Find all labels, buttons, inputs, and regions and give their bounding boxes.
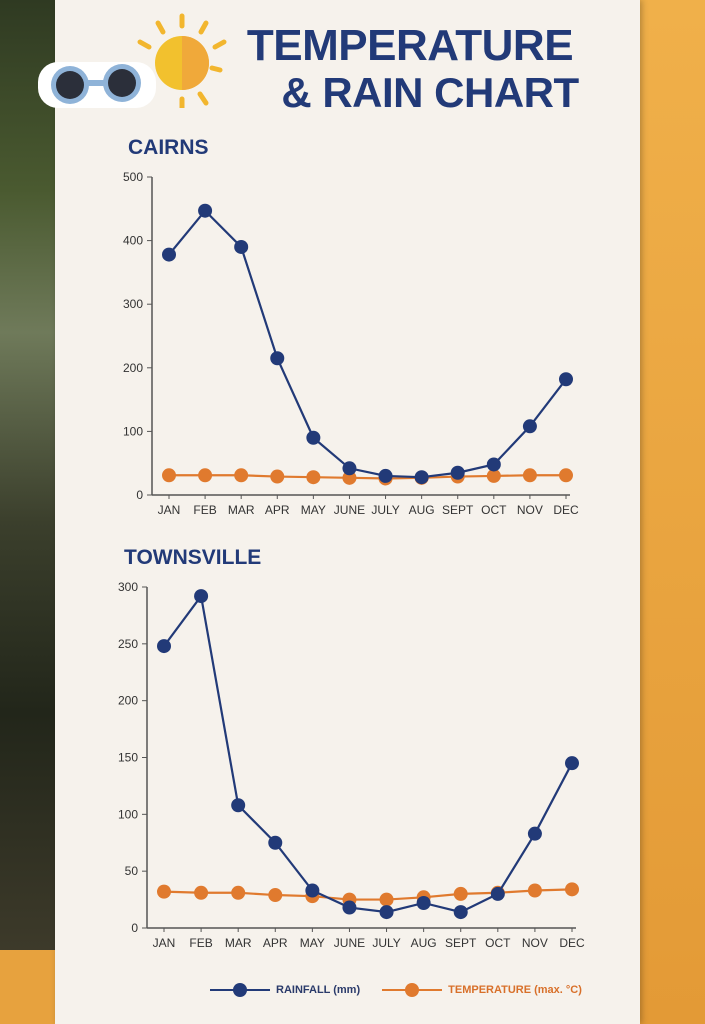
- temperature-legend-marker: [382, 983, 443, 997]
- townsville-rainfall-point: [527, 826, 542, 841]
- cairns-y-tick-label: 300: [123, 297, 143, 311]
- townsville-rainfall-point: [490, 886, 505, 901]
- cairns-chart-title: CAIRNS: [128, 136, 209, 159]
- townsville-x-tick-label: APR: [263, 936, 288, 950]
- townsville-rainfall-line: [163, 593, 573, 914]
- cairns-rainfall-point: [559, 372, 573, 387]
- cairns-x-tick-label: MAY: [301, 503, 326, 517]
- townsville-y-tick-label: 300: [118, 580, 138, 594]
- cairns-temperature-line: [169, 474, 566, 480]
- cairns-rainfall-point: [270, 351, 285, 366]
- townsville-x-tick-label: OCT: [485, 936, 511, 950]
- townsville-temperature-point: [565, 882, 579, 897]
- heading-line-2: & RAIN CHART: [281, 69, 579, 116]
- chart-heading: TEMPERATURE & RAIN CHART: [240, 22, 580, 116]
- cairns-temperature-point: [198, 468, 213, 483]
- cairns-y-tick-label: 100: [123, 424, 143, 438]
- townsville-temperature-line: [163, 888, 573, 901]
- townsville-rainfall-point: [305, 883, 320, 898]
- cairns-y-tick-label: 0: [136, 488, 143, 502]
- cairns-x-tick-label: DEC: [553, 503, 579, 517]
- townsville-x-tick-label: SEPT: [445, 936, 477, 950]
- cairns-x-tick-label: OCT: [481, 503, 507, 517]
- townsville-x-tick-label: JULY: [372, 936, 400, 950]
- cairns-temperature-point: [306, 470, 321, 485]
- townsville-rainfall-point: [268, 835, 283, 850]
- townsville-temperature-point: [379, 892, 394, 907]
- townsville-temperature-point: [194, 885, 209, 900]
- background-photo: [0, 0, 62, 950]
- cairns-x-tick-label: AUG: [409, 503, 435, 517]
- townsville-y-tick-label: 50: [125, 864, 139, 878]
- legend-rainfall: RAINFALL (mm): [210, 982, 360, 998]
- cairns-x-tick-label: JUNE: [334, 503, 365, 517]
- sun-icon: [137, 13, 227, 108]
- legend: RAINFALL (mm) TEMPERATURE (max. °C): [210, 982, 604, 998]
- legend-temperature: TEMPERATURE (max. °C): [382, 982, 582, 998]
- cairns-temperature-point: [270, 469, 285, 484]
- townsville-rainfall-point: [157, 639, 171, 654]
- townsville-x-tick-label: JAN: [153, 936, 176, 950]
- cairns-temperature-point: [486, 468, 501, 483]
- townsville-y-tick-label: 250: [118, 637, 138, 651]
- cairns-rainfall-point: [522, 419, 537, 434]
- townsville-x-tick-label: JUNE: [334, 936, 365, 950]
- townsville-temperature-point: [231, 885, 246, 900]
- cairns-y-tick-label: 200: [123, 361, 143, 375]
- cairns-y-tick-label: 500: [123, 170, 143, 184]
- townsville-temperature-point: [453, 886, 468, 901]
- cairns-x-tick-label: APR: [265, 503, 290, 517]
- legend-temperature-label: TEMPERATURE (max. °C): [448, 984, 582, 996]
- legend-rainfall-label: RAINFALL (mm): [276, 984, 361, 996]
- cairns-rainfall-point: [306, 430, 321, 445]
- townsville-y-tick-label: 200: [118, 694, 138, 708]
- cairns-x-tick-label: NOV: [517, 503, 543, 517]
- townsville-rainfall-point: [342, 900, 357, 915]
- cairns-x-tick-label: MAR: [228, 503, 255, 517]
- townsville-x-tick-label: NOV: [522, 936, 548, 950]
- townsville-x-tick-label: MAY: [300, 936, 325, 950]
- townsville-x-tick-label: AUG: [411, 936, 437, 950]
- townsville-x-tick-label: DEC: [559, 936, 585, 950]
- townsville-rainfall-point: [565, 756, 579, 771]
- cairns-temperature-point: [522, 468, 537, 483]
- townsville-temperature-point: [157, 884, 171, 899]
- cairns-rainfall-point: [450, 465, 465, 480]
- townsville-temperature-point: [527, 883, 542, 898]
- rainfall-legend-marker: [210, 983, 270, 997]
- cairns-temperature-point: [234, 468, 249, 483]
- cairns-x-tick-label: JULY: [371, 503, 399, 517]
- cairns-rainfall-point: [414, 470, 429, 485]
- townsville-rainfall-point: [379, 905, 394, 920]
- townsville-x-tick-label: FEB: [189, 936, 212, 950]
- sunglasses-icon: [38, 62, 156, 108]
- cairns-rainfall-point: [234, 239, 249, 254]
- townsville-y-tick-label: 100: [118, 807, 138, 821]
- page: [55, 0, 640, 1024]
- cairns-rainfall-point: [486, 457, 501, 472]
- cairns-y-tick-label: 400: [123, 234, 143, 248]
- cairns-temperature-point: [162, 468, 176, 483]
- townsville-temperature-point: [268, 888, 283, 903]
- townsville-rainfall-point: [231, 798, 246, 813]
- cairns-rainfall-line: [168, 209, 567, 479]
- townsville-rainfall-point: [453, 905, 468, 920]
- townsville-y-tick-label: 0: [131, 921, 138, 935]
- townsville-x-tick-label: MAR: [225, 936, 252, 950]
- townsville-chart-title: TOWNSVILLE: [124, 546, 262, 569]
- cairns-temperature-point: [559, 468, 573, 483]
- background-orange: [630, 0, 705, 1024]
- cairns-x-tick-label: JAN: [158, 503, 181, 517]
- cairns-rainfall-point: [162, 247, 176, 262]
- heading-line-1: TEMPERATURE: [246, 21, 574, 70]
- townsville-y-tick-label: 150: [118, 751, 138, 765]
- cairns-rainfall-point: [198, 203, 213, 218]
- cairns-rainfall-point: [342, 461, 357, 476]
- cairns-x-tick-label: SEPT: [442, 503, 474, 517]
- townsville-rainfall-point: [194, 589, 209, 604]
- townsville-rainfall-point: [416, 895, 431, 910]
- cairns-rainfall-point: [378, 468, 393, 483]
- cairns-x-tick-label: FEB: [193, 503, 216, 517]
